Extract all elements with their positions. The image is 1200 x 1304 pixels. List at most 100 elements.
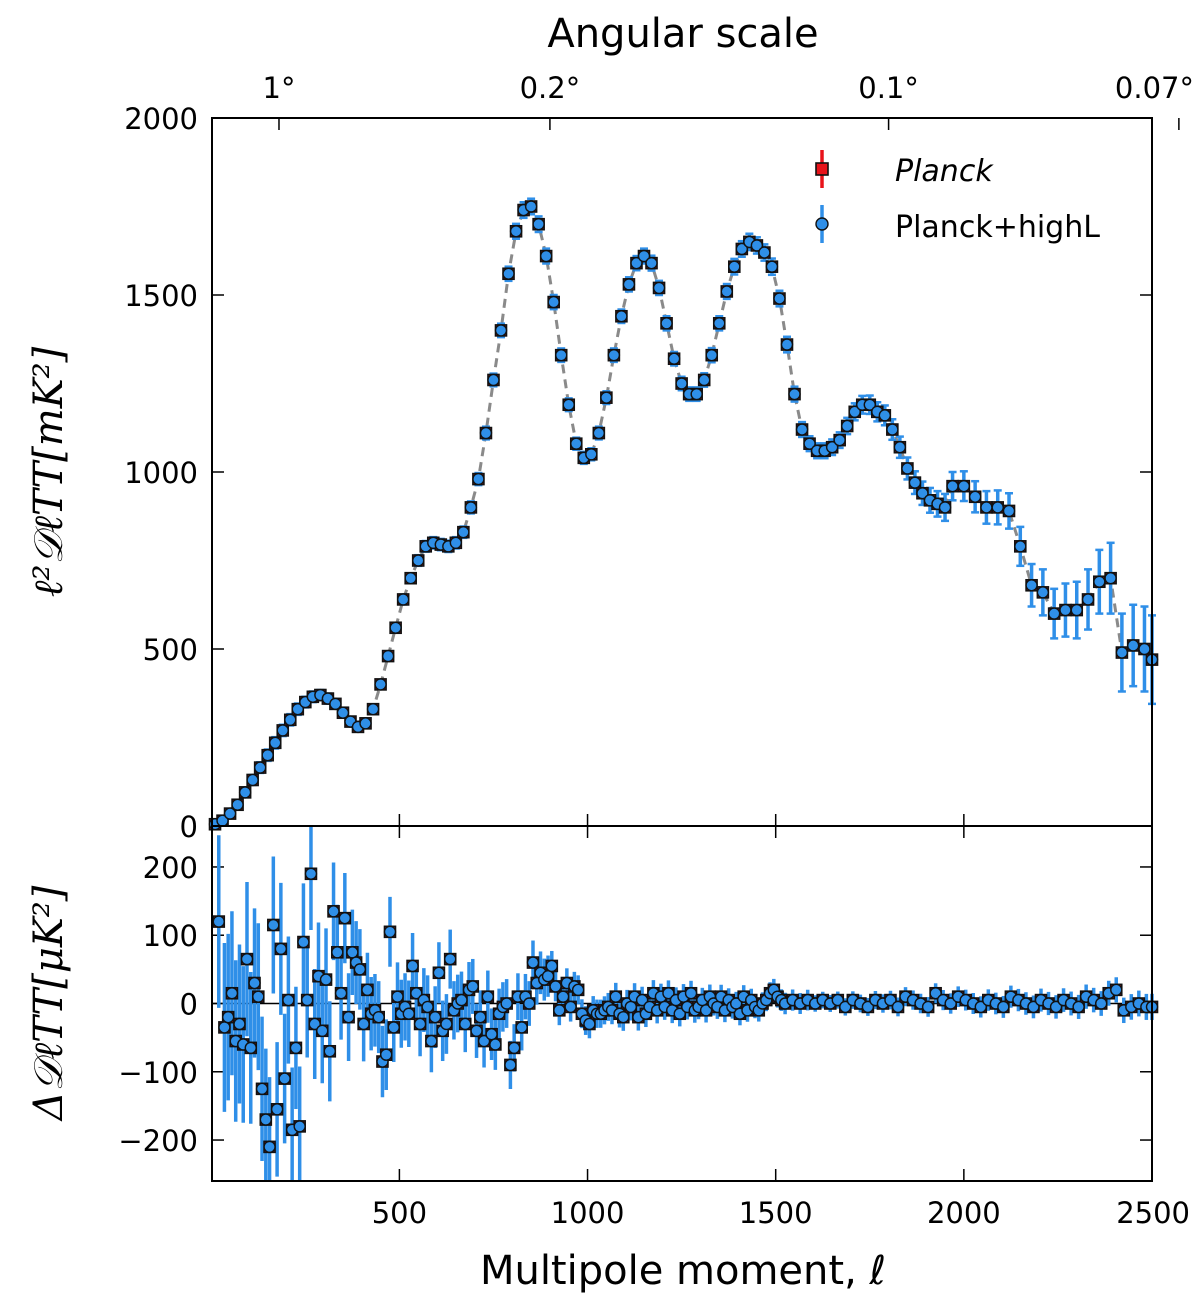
residual-planck-highl-point: [507, 1041, 521, 1055]
residual-planck-highl-point: [428, 1010, 442, 1024]
residual-planck-highl-point: [338, 911, 352, 925]
residual-planck-highl-point: [1110, 983, 1123, 997]
residual-planck-highl-point: [387, 1021, 400, 1034]
residual-planck-highl-point: [346, 946, 359, 959]
residual-y-tick-label: 0: [180, 988, 198, 1022]
legend-planck-marker: [815, 162, 829, 176]
planck-highl-data-point: [780, 338, 794, 351]
planck-highl-data-point: [555, 348, 568, 362]
planck-highl-data-point: [570, 437, 583, 450]
residual-planck-highl-point: [221, 1010, 235, 1024]
planck-highl-data-point: [231, 798, 244, 811]
planck-highl-data-point: [773, 292, 786, 305]
planck-highl-data-point: [863, 398, 876, 411]
planck-highl-data-point: [720, 285, 733, 298]
residual-planck-highl-point: [361, 983, 374, 997]
planck-highl-data-point: [946, 479, 959, 493]
planck-highl-data-point: [404, 572, 417, 585]
residual-planck-highl-point: [1049, 1000, 1063, 1014]
planck-highl-data-point: [1115, 646, 1129, 659]
residual-planck-highl-point: [319, 973, 333, 986]
residual-planck-highl-point: [410, 987, 423, 1000]
residual-planck-highl-point: [455, 993, 468, 1007]
residual-planck-highl-point: [308, 1017, 321, 1031]
planck-highl-data-point: [502, 267, 515, 280]
residual-planck-highl-point: [440, 1017, 453, 1031]
residual-planck-highl-point: [259, 1113, 273, 1126]
residual-planck-highl-point: [380, 1048, 393, 1061]
residual-planck-highl-point: [327, 905, 340, 918]
residual-planck-highl-point: [635, 993, 649, 1007]
legend: Planck Planck+highL: [815, 150, 1100, 245]
residual-planck-highl-point: [342, 1010, 355, 1024]
planck-highl-data-point: [637, 249, 651, 263]
residual-planck-highl-point: [334, 987, 348, 1000]
planck-highl-data-point: [359, 717, 372, 730]
planck-highl-data-point: [795, 423, 809, 436]
residual-data-points-layer: [212, 826, 1159, 1181]
planck-highl-data-point: [622, 278, 636, 291]
residual-planck-highl-point: [489, 1038, 502, 1051]
planck-highl-data-point: [630, 256, 643, 270]
residual-planck-highl-point: [526, 956, 540, 969]
residual-planck-highl-point: [1027, 1000, 1040, 1014]
planck-highl-data-point: [562, 398, 575, 411]
residual-planck-highl-point: [477, 1034, 491, 1048]
planck-highl-data-point: [1002, 504, 1016, 518]
planck-highl-data-point: [1014, 540, 1027, 553]
residual-planck-highl-point: [252, 990, 265, 1003]
planck-highl-data-point: [1081, 593, 1095, 606]
planck-highl-data-point: [675, 377, 688, 390]
planck-highl-data-point: [758, 246, 771, 259]
residual-planck-highl-point: [485, 1028, 498, 1041]
x-tick-label: 2000: [927, 1196, 1001, 1230]
residual-planck-highl-point: [684, 987, 698, 1000]
planck-highl-data-point: [833, 433, 846, 447]
planck-highl-data-point: [698, 373, 711, 387]
planck-highl-data-point: [980, 501, 993, 514]
planck-highl-data-point: [487, 373, 500, 387]
planck-highl-data-point: [765, 260, 779, 273]
planck-highl-data-point: [1093, 575, 1106, 588]
planck-highl-data-point: [645, 256, 658, 270]
residual-planck-highl-point: [278, 1072, 291, 1085]
residual-planck-highl-point: [699, 1004, 713, 1017]
residual-planck-highl-point: [1094, 997, 1108, 1010]
planck-highl-data-point: [615, 310, 628, 323]
residual-planck-highl-point: [248, 976, 261, 990]
residual-y-axis-title: Δ𝒟ℓTT[μK²]: [26, 885, 72, 1122]
y-tick-label: 1500: [124, 279, 198, 313]
panel-frames: [211, 117, 1153, 1182]
planck-highl-data-point: [660, 317, 673, 330]
planck-highl-data-point: [449, 536, 463, 549]
residual-planck-highl-point: [301, 993, 314, 1007]
residual-planck-highl-point: [564, 1000, 577, 1014]
residual-planck-highl-point: [263, 1140, 276, 1154]
residual-planck-highl-point: [297, 935, 310, 949]
residual-planck-highl-point: [1072, 1000, 1085, 1014]
planck-highl-data-point: [728, 260, 741, 273]
x-tick-label: 1000: [551, 1196, 625, 1230]
residual-planck-highl-point: [267, 918, 280, 932]
x-tick-label: 2500: [1116, 1196, 1190, 1230]
planck-highl-data-point: [750, 239, 764, 252]
planck-highl-data-point: [957, 479, 971, 493]
legend-planck-label: Planck: [895, 154, 994, 189]
planck-highl-data-point: [600, 391, 613, 404]
planck-highl-data-point: [825, 441, 839, 454]
residual-planck-highl-point: [839, 1000, 852, 1014]
residual-planck-highl-point: [662, 987, 675, 1000]
planck-highl-data-point: [276, 724, 289, 737]
residual-planck-highl-point: [474, 1010, 487, 1024]
residual-planck-highl-point: [571, 983, 585, 997]
planck-highl-data-point: [539, 249, 553, 263]
planck-highl-data-point: [1036, 586, 1050, 599]
x-tick-label: 1500: [739, 1196, 813, 1230]
top-tick-label: 1°: [263, 71, 296, 105]
planck-highl-data-point: [509, 225, 523, 238]
residual-planck-highl-point: [357, 1017, 370, 1031]
planck-highl-data-point: [788, 387, 801, 401]
planck-highl-data-point: [592, 426, 606, 440]
residual-planck-highl-point: [553, 1004, 566, 1017]
